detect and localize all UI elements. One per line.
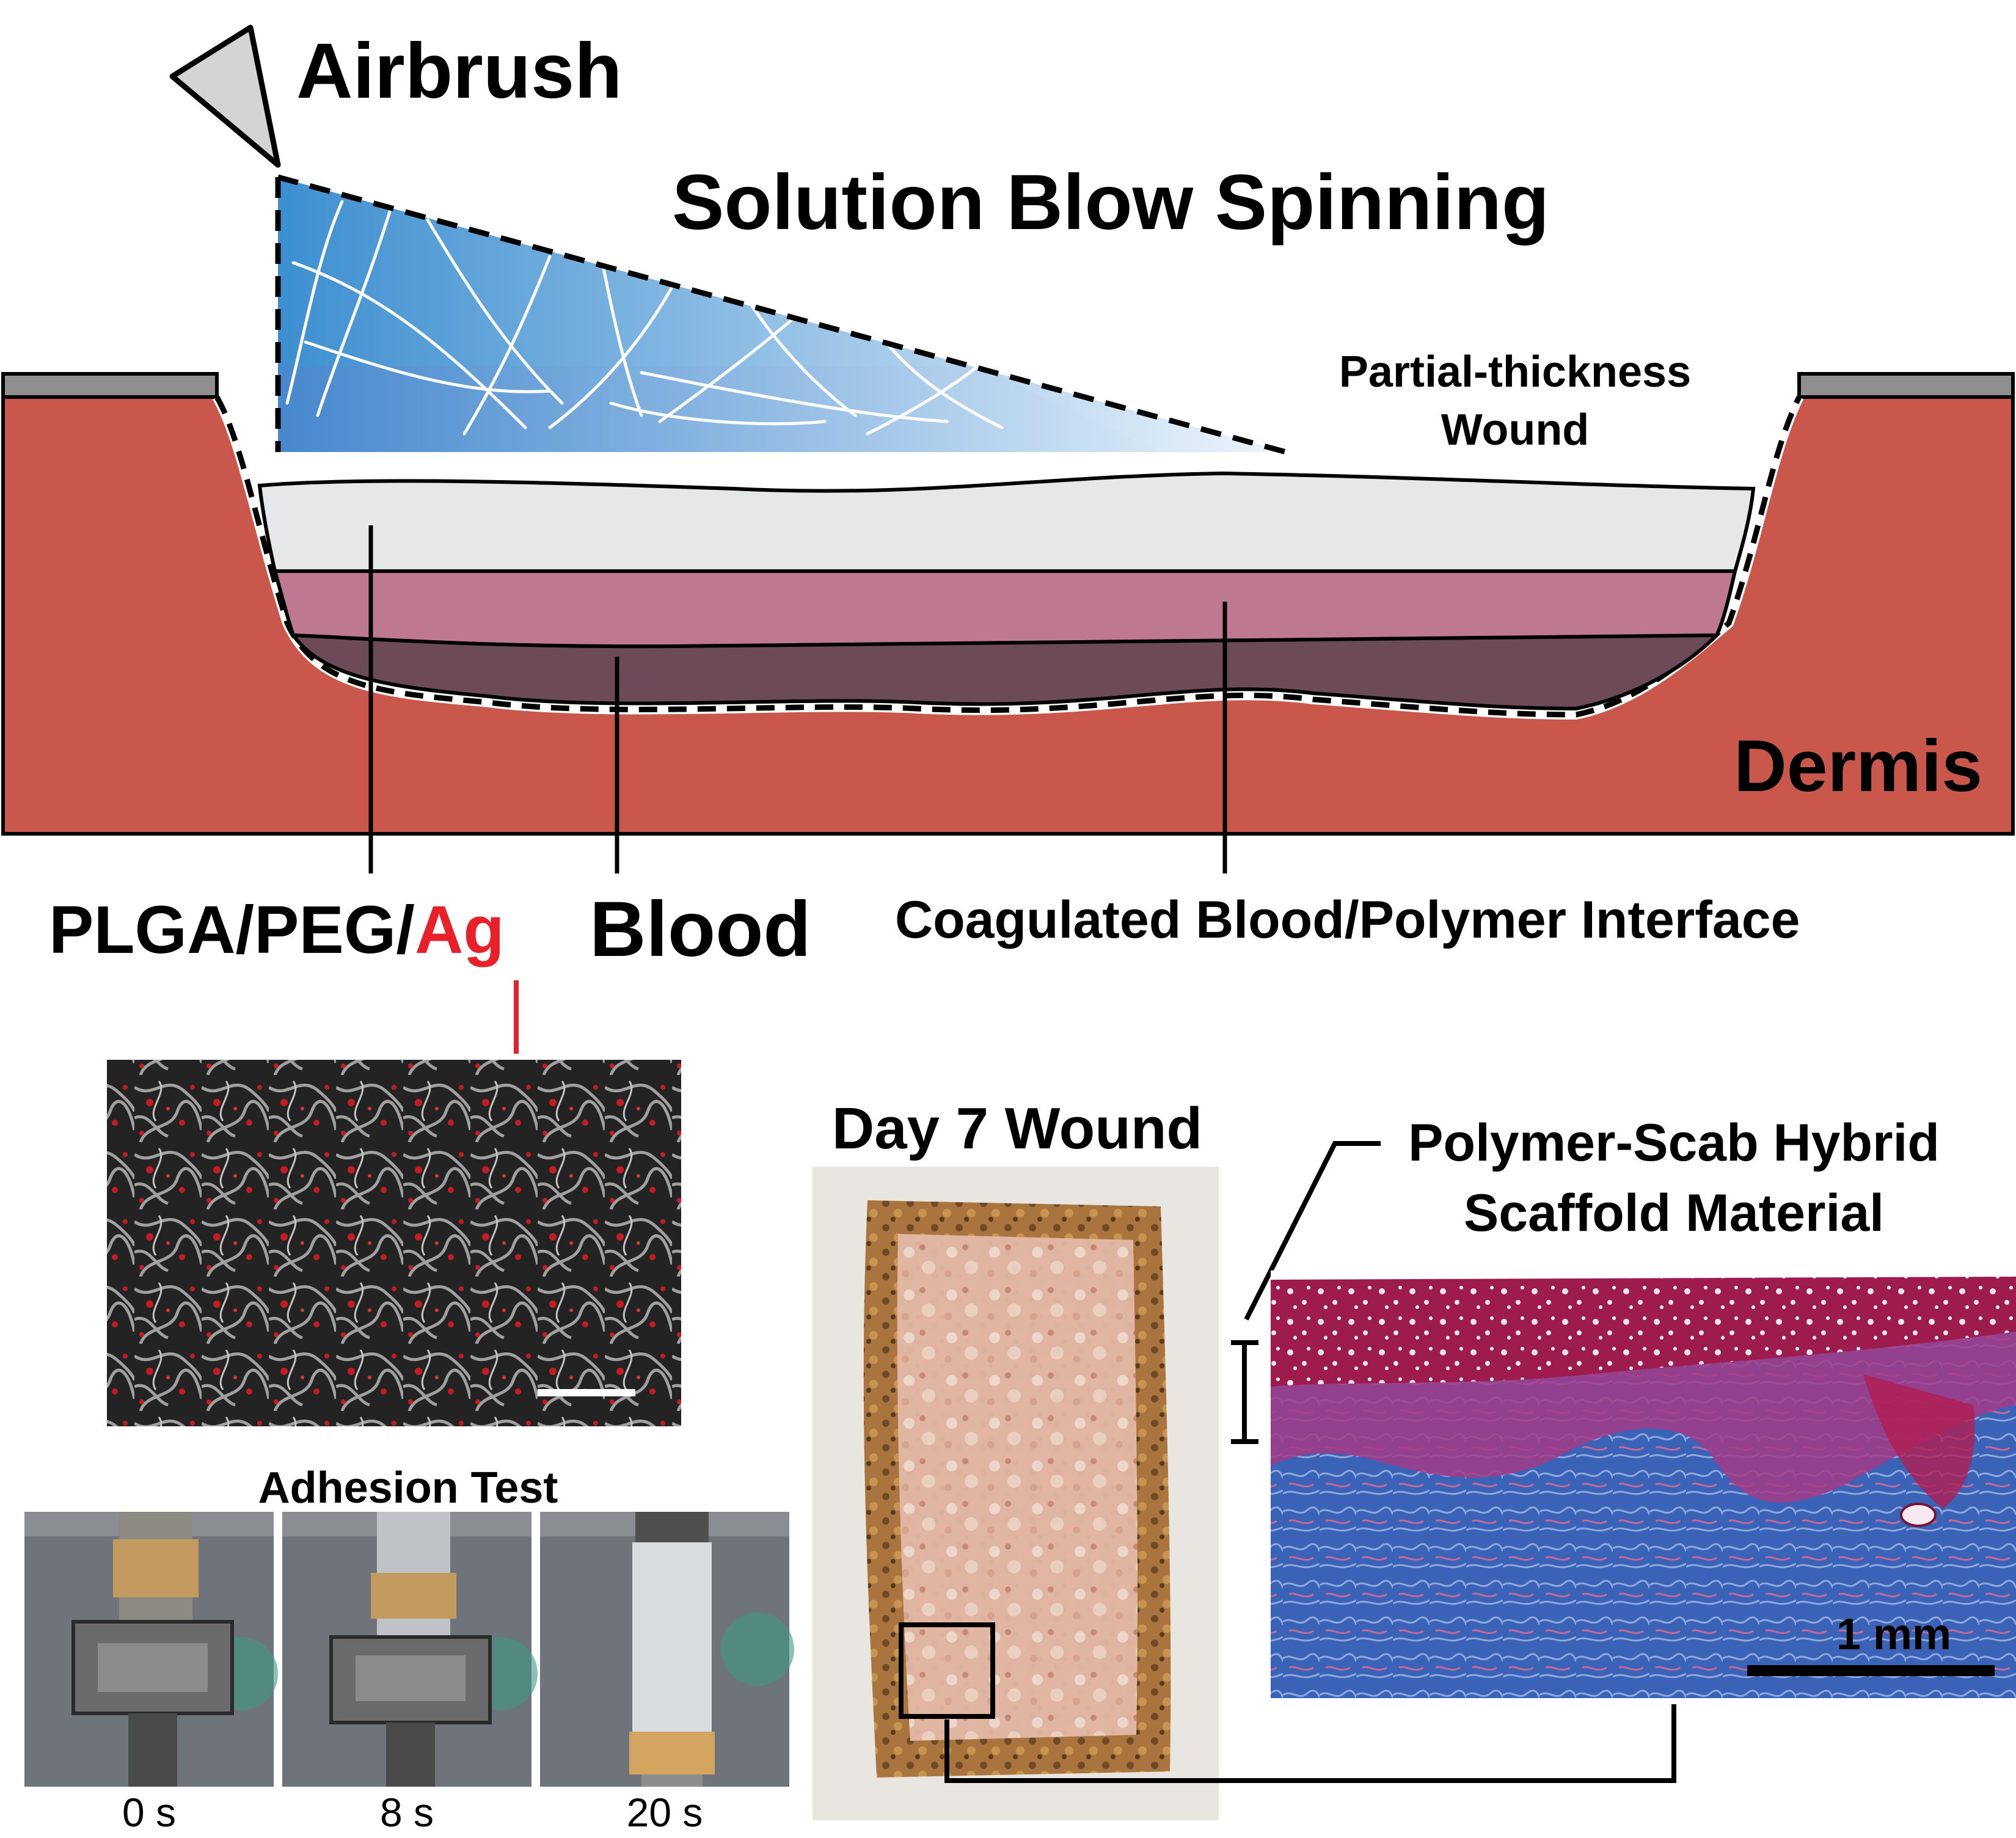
- hybrid-leader-line: [1244, 1141, 1381, 1321]
- hybrid-label-line1: Polymer-Scab Hybrid: [1408, 1114, 1940, 1172]
- skin-edge-right: [1797, 372, 2015, 399]
- polymer-layer: [257, 471, 1756, 573]
- blood-label: Blood: [590, 886, 811, 973]
- wound-label-line1: Partial-thickness: [1339, 348, 1691, 396]
- sem-micrograph: [107, 1060, 681, 1426]
- wound-label-line2: Wound: [1441, 406, 1590, 454]
- skin-edge-left: [1, 372, 219, 399]
- adhesion-test-title: Adhesion Test: [258, 1464, 558, 1512]
- diagram-title: Solution Blow Spinning: [672, 159, 1549, 246]
- adhesion-frame-8: [282, 1512, 538, 1787]
- adhesion-frame-label-0: 0 s: [122, 1790, 176, 1835]
- day7-wound-bed: [897, 1234, 1138, 1741]
- spray-outline: [275, 174, 1287, 455]
- dermis-label: Dermis: [1734, 725, 1982, 807]
- inset-connector: [944, 1704, 1676, 1783]
- plga-peg-label: PLGA/PEG/: [49, 892, 415, 968]
- histology-image: [1271, 1250, 2016, 1698]
- day7-wound-title: Day 7 Wound: [832, 1096, 1202, 1161]
- plga-peg-ag-label: PLGA/PEG/Ag: [49, 892, 505, 968]
- airbrush-nozzle-icon: [169, 24, 281, 168]
- adhesion-frame-label-20: 20 s: [627, 1790, 703, 1835]
- histology-scale-label: 1 mm: [1836, 1610, 1951, 1659]
- blood-layer: [272, 569, 1737, 649]
- thickness-bracket: [1231, 1340, 1258, 1444]
- hybrid-label-line2: Scaffold Material: [1464, 1184, 1884, 1242]
- airbrush-label: Airbrush: [296, 27, 622, 115]
- adhesion-frame-20: [540, 1512, 794, 1787]
- adhesion-frame-0: [24, 1512, 278, 1787]
- adhesion-frame-label-8: 8 s: [380, 1790, 434, 1835]
- ag-label: Ag: [415, 892, 505, 968]
- interface-label: Coagulated Blood/Polymer Interface: [895, 891, 1800, 949]
- day7-inset-box: [899, 1622, 995, 1719]
- coagulated-layer: [290, 633, 1722, 711]
